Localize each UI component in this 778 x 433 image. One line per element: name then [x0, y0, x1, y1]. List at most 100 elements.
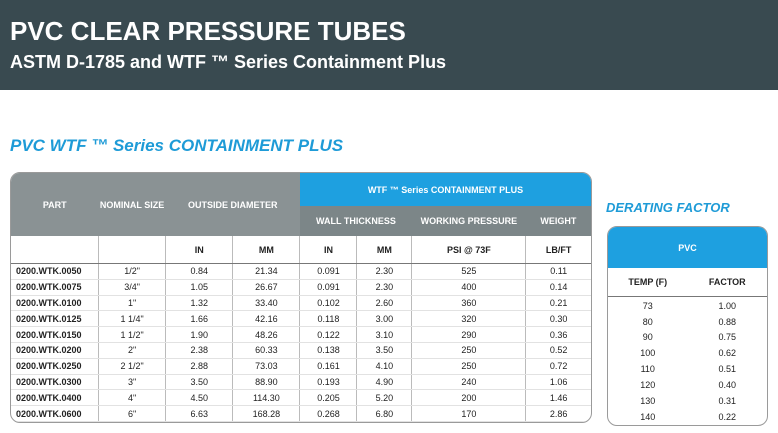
table-cell: 114.30 — [232, 389, 301, 407]
table-cell: 6.80 — [356, 405, 413, 422]
col-temp: TEMP (F) — [608, 268, 688, 298]
table-cell: 1.66 — [165, 310, 234, 328]
table-cell: 200 — [411, 389, 527, 407]
table-cell: 290 — [411, 326, 527, 343]
table-cell: 0200.WTK.0125 — [11, 310, 99, 328]
table-cell: 0.122 — [299, 326, 358, 343]
table-cell: 360 — [411, 295, 527, 312]
table-row: 0200.WTK.0250 2 1/2" 2.88 73.03 0.161 4.10 250… — [11, 358, 591, 375]
unit-blank — [98, 236, 167, 264]
table-cell: 2" — [98, 342, 167, 359]
unit-wt-mm: MM — [356, 236, 413, 264]
table-cell: 2.38 — [165, 342, 234, 359]
header-wall-thickness: WALL THICKNESS — [299, 206, 412, 237]
table-cell: 3" — [98, 374, 167, 391]
table-cell: 0.36 — [525, 326, 591, 343]
table-cell: 4.50 — [165, 389, 234, 407]
table-cell: 3.00 — [356, 310, 413, 328]
table-row: 0200.WTK.0300 3" 3.50 88.90 0.193 4.90 240 1.06 — [11, 374, 591, 391]
table-cell: 0.091 — [299, 263, 358, 280]
derating-title: DERATING FACTOR — [606, 200, 730, 215]
table-cell: 4" — [98, 389, 167, 407]
table-cell: 1.46 — [525, 389, 591, 407]
derating-row: 73 1.00 — [608, 297, 767, 314]
header-outside-diameter: OUTSIDE DIAMETER — [165, 173, 300, 237]
table-cell: 0.102 — [299, 295, 358, 312]
derating-cell: 1.00 — [718, 300, 737, 311]
table-cell: 0200.WTK.0400 — [11, 389, 99, 407]
header-nominal-size: NOMINAL SIZE — [98, 173, 166, 237]
derating-cell: 100 — [640, 348, 656, 359]
derating-header: PVC — [608, 227, 767, 269]
table-row: 0200.WTK.0050 1/2" 0.84 21.34 0.091 2.30 525 0.… — [11, 263, 591, 280]
table-cell: 1.06 — [525, 374, 591, 391]
derating-cell: 0.22 — [718, 412, 737, 422]
table-cell: 250 — [411, 358, 527, 375]
table-cell: 42.16 — [232, 310, 301, 328]
table-cell: 0.205 — [299, 389, 358, 407]
table-row: 0200.WTK.0400 4" 4.50 114.30 0.205 5.20 200 1.4… — [11, 389, 591, 407]
table-cell: 1.90 — [165, 326, 234, 343]
table-cell: 2.86 — [525, 405, 591, 422]
unit-psi: PSI @ 73F — [411, 236, 527, 264]
derating-cell: 140 — [640, 412, 656, 422]
table-cell: 1" — [98, 295, 167, 312]
table-cell: 3.50 — [356, 342, 413, 359]
table-row: 0200.WTK.0125 1 1/4" 1.66 42.16 0.118 3.00 320… — [11, 310, 591, 328]
table-cell: 0.11 — [525, 263, 591, 280]
derating-cell: 90 — [642, 332, 653, 343]
table-cell: 1/2" — [98, 263, 167, 280]
table-cell: 2.30 — [356, 263, 413, 280]
title-banner: PVC CLEAR PRESSURE TUBES ASTM D-1785 and… — [0, 0, 778, 90]
derating-cell: 73 — [642, 300, 653, 311]
table-cell: 73.03 — [232, 358, 301, 375]
table-cell: 0.21 — [525, 295, 591, 312]
table-cell: 240 — [411, 374, 527, 391]
table-cell: 0200.WTK.0075 — [11, 279, 99, 296]
derating-cell: 0.51 — [718, 364, 737, 375]
table-cell: 0200.WTK.0150 — [11, 326, 99, 343]
table-cell: 5.20 — [356, 389, 413, 407]
header-weight: WEIGHT — [525, 206, 591, 237]
table-cell: 2.60 — [356, 295, 413, 312]
derating-cell: 0.40 — [718, 380, 737, 391]
derating-cell: 80 — [642, 316, 653, 327]
table-cell: 0200.WTK.0100 — [11, 295, 99, 312]
table-cell: 21.34 — [232, 263, 301, 280]
table-cell: 3/4" — [98, 279, 167, 296]
derating-row: 140 0.22 — [608, 409, 767, 425]
derating-cell: 110 — [640, 364, 655, 375]
derating-table: PVC TEMP (F) FACTOR 73 1.00 80 0.88 90 0.75 10… — [607, 226, 768, 426]
derating-cell: 130 — [640, 396, 656, 407]
table-cell: 400 — [411, 279, 527, 296]
table-cell: 2 1/2" — [98, 358, 167, 375]
derating-row: 120 0.40 — [608, 377, 767, 393]
table-cell: 0.30 — [525, 310, 591, 328]
table-row: 0200.WTK.0075 3/4" 1.05 26.67 0.091 2.30 400 0.… — [11, 279, 591, 296]
table-cell: 48.26 — [232, 326, 301, 343]
table-row: 0200.WTK.0100 1" 1.32 33.40 0.102 2.60 360 0.21 — [11, 295, 591, 312]
table-cell: 1.32 — [165, 295, 234, 312]
table-cell: 250 — [411, 342, 527, 359]
unit-od-in: IN — [165, 236, 234, 264]
table-cell: 0.52 — [525, 342, 591, 359]
table-cell: 3.10 — [356, 326, 413, 343]
table-cell: 2.88 — [165, 358, 234, 375]
table-cell: 1 1/2" — [98, 326, 167, 343]
table-cell: 6" — [98, 405, 167, 422]
table-row: 0200.WTK.0150 1 1/2" 1.90 48.26 0.122 3.10 290… — [11, 326, 591, 343]
derating-row: 130 0.31 — [608, 393, 767, 409]
derating-row: 80 0.88 — [608, 314, 767, 330]
table-row: 0200.WTK.0600 6" 6.63 168.28 0.268 6.80 170 2.8… — [11, 405, 591, 422]
unit-lbft: LB/FT — [525, 236, 591, 264]
table-cell: 1.05 — [165, 279, 234, 296]
table-row: 0200.WTK.0200 2" 2.38 60.33 0.138 3.50 250 0.52 — [11, 342, 591, 359]
unit-wt-in: IN — [299, 236, 358, 264]
table-cell: 168.28 — [232, 405, 301, 422]
table-cell: 88.90 — [232, 374, 301, 391]
table-cell: 0200.WTK.0200 — [11, 342, 99, 359]
header-part: PART — [11, 173, 99, 237]
table-cell: 0.268 — [299, 405, 358, 422]
table-cell: 0.193 — [299, 374, 358, 391]
derating-row: 100 0.62 — [608, 345, 767, 361]
